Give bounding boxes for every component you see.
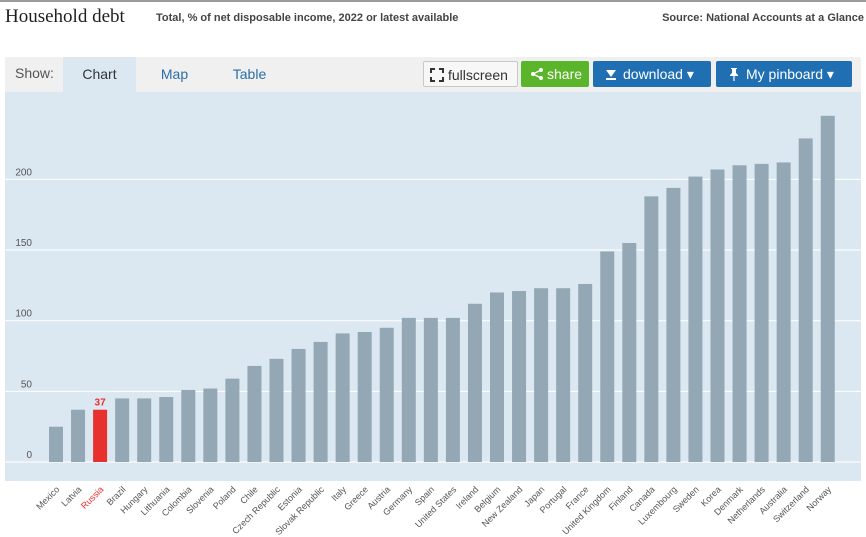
bar bbox=[820, 115, 835, 462]
bar bbox=[71, 409, 86, 462]
bar bbox=[313, 341, 328, 462]
bar bbox=[401, 317, 416, 462]
bar bbox=[445, 317, 460, 462]
view-toolbar: Show: Chart Map Table fullscreen share d… bbox=[5, 57, 861, 92]
bar bbox=[203, 388, 218, 462]
bar bbox=[181, 389, 196, 462]
bar bbox=[93, 409, 108, 462]
tab-chart[interactable]: Chart bbox=[63, 57, 136, 92]
bar bbox=[379, 327, 394, 462]
bar bbox=[512, 291, 527, 462]
x-tick-label: Greece bbox=[342, 484, 370, 512]
bar bbox=[666, 187, 681, 463]
share-label: share bbox=[547, 66, 583, 82]
bar bbox=[335, 333, 350, 462]
bar bbox=[49, 426, 63, 462]
bar bbox=[534, 288, 549, 462]
show-label: Show: bbox=[15, 65, 54, 81]
y-tick-label: 50 bbox=[21, 379, 33, 390]
y-tick-label: 150 bbox=[15, 238, 32, 249]
x-tick-label: Russia bbox=[79, 484, 106, 511]
tab-map[interactable]: Map bbox=[160, 66, 189, 82]
bar bbox=[754, 163, 769, 462]
bar bbox=[490, 292, 504, 462]
bar bbox=[159, 397, 174, 462]
pin-icon bbox=[730, 68, 738, 81]
bar bbox=[137, 398, 152, 462]
bar bbox=[578, 283, 593, 462]
bar bbox=[467, 303, 482, 462]
share-icon bbox=[531, 68, 543, 80]
download-button[interactable]: download ▾ bbox=[593, 61, 711, 87]
x-tick-label: Norway bbox=[805, 484, 834, 513]
bar bbox=[247, 365, 262, 462]
bar bbox=[291, 348, 306, 462]
y-tick-label: 0 bbox=[26, 450, 32, 461]
chart-title: Household debt bbox=[5, 6, 125, 27]
fullscreen-icon bbox=[430, 68, 444, 82]
tab-table[interactable]: Table bbox=[232, 66, 267, 82]
top-rule bbox=[0, 0, 866, 2]
bar bbox=[423, 317, 438, 462]
bar bbox=[732, 165, 747, 462]
pinboard-button[interactable]: My pinboard ▾ bbox=[716, 61, 852, 87]
source-note: Source: National Accounts at a Glance bbox=[662, 12, 864, 24]
y-tick-label: 100 bbox=[15, 309, 32, 320]
bar bbox=[556, 288, 571, 462]
chart-subtitle: Total, % of net disposable income, 2022 … bbox=[156, 12, 459, 24]
bar bbox=[622, 242, 637, 462]
fullscreen-label: fullscreen bbox=[448, 67, 508, 83]
x-tick-label: Italy bbox=[329, 484, 348, 503]
bar bbox=[600, 251, 615, 462]
bar bbox=[269, 358, 284, 462]
x-tick-label: Mexico bbox=[34, 484, 61, 511]
bar bbox=[688, 176, 703, 462]
bar bbox=[710, 169, 725, 462]
y-tick-label: 200 bbox=[15, 167, 32, 178]
bar bbox=[115, 398, 130, 462]
x-tick-label: Poland bbox=[211, 484, 238, 511]
bar bbox=[798, 138, 813, 462]
pinboard-label: My pinboard ▾ bbox=[746, 66, 834, 82]
download-icon bbox=[606, 70, 616, 80]
fullscreen-button[interactable]: fullscreen bbox=[423, 61, 518, 87]
bar bbox=[644, 196, 659, 462]
share-button[interactable]: share bbox=[521, 61, 589, 87]
bar bbox=[357, 332, 372, 462]
download-label: download ▾ bbox=[623, 66, 694, 82]
data-label: 37 bbox=[95, 398, 107, 409]
bar bbox=[225, 378, 240, 462]
bar bbox=[776, 162, 791, 462]
